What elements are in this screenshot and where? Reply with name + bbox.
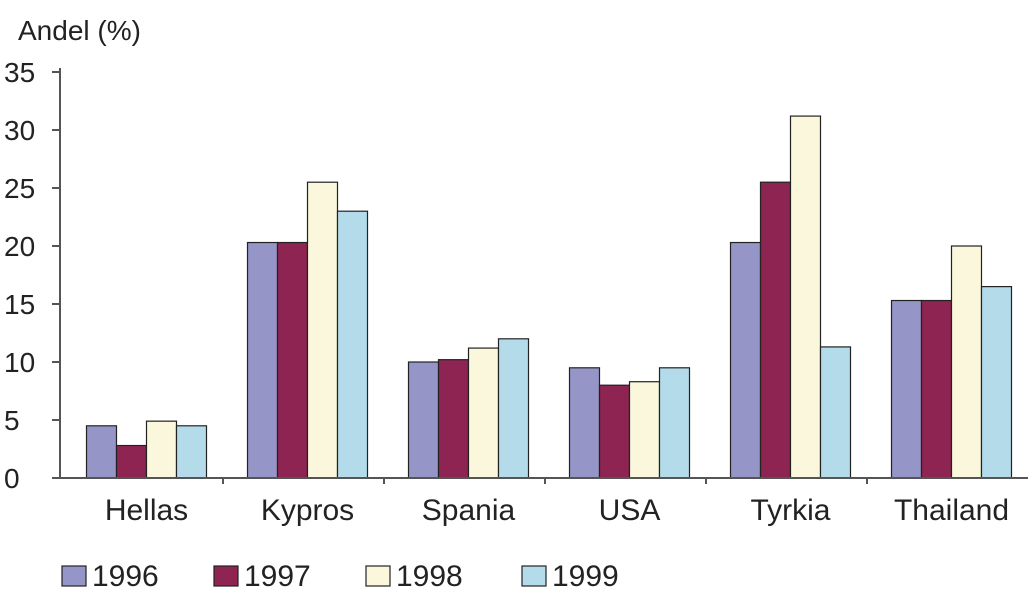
legend-label: 1996 xyxy=(92,560,159,589)
y-tick-label: 20 xyxy=(4,231,35,262)
bar-1996-usa xyxy=(568,367,601,479)
legend-label: 1999 xyxy=(552,560,619,589)
bar-1998-tyrkia xyxy=(789,115,822,479)
legend-item-1996: 1996 xyxy=(61,560,159,589)
legend-label: 1998 xyxy=(396,560,463,589)
y-tick-label: 25 xyxy=(4,173,35,204)
y-tick-label: 30 xyxy=(4,115,35,146)
bar-1996-kypros xyxy=(246,241,279,479)
bar-1996-spania xyxy=(407,361,440,479)
bar-1998-usa xyxy=(628,381,661,479)
y-axis-ticks: 0 5 10 15 20 25 30 35 xyxy=(4,57,60,494)
bar-1998-kypros xyxy=(306,181,339,479)
bar-1999-kypros xyxy=(336,210,369,479)
category-label: Tyrkia xyxy=(750,494,830,527)
y-tick-label: 10 xyxy=(4,347,35,378)
legend-item-1997: 1997 xyxy=(213,560,311,589)
legend-item-1998: 1998 xyxy=(365,560,463,589)
legend-swatch xyxy=(365,565,391,587)
legend: 1996 1997 1998 1999 xyxy=(61,560,619,589)
category-label: Kypros xyxy=(261,494,354,527)
legend-label: 1997 xyxy=(244,560,311,589)
category-label: Thailand xyxy=(894,494,1009,527)
category-label: Hellas xyxy=(105,494,188,527)
bar-1999-usa xyxy=(658,367,691,479)
bar-1998-thailand xyxy=(950,245,983,479)
bar-1997-thailand xyxy=(920,299,953,479)
bar-1998-spania xyxy=(467,347,500,479)
bar-1999-hellas xyxy=(175,425,208,479)
legend-swatch xyxy=(61,565,87,587)
bar-1999-thailand xyxy=(980,286,1013,479)
bar-1999-tyrkia xyxy=(819,346,852,479)
bar-1997-hellas xyxy=(115,444,148,479)
bar-1997-spania xyxy=(437,359,470,479)
y-tick-label: 35 xyxy=(4,57,35,88)
legend-swatch xyxy=(521,565,547,587)
bar-1998-hellas xyxy=(145,420,178,479)
axes xyxy=(59,68,1028,484)
legend-item-1999: 1999 xyxy=(521,560,619,589)
y-tick-label: 15 xyxy=(4,289,35,320)
legend-swatch xyxy=(213,565,239,587)
y-tick-label: 5 xyxy=(4,405,20,436)
bar-1997-kypros xyxy=(276,241,309,479)
category-label: USA xyxy=(599,494,661,527)
y-axis-label: Andel (%) xyxy=(18,15,141,46)
bar-1996-thailand xyxy=(890,299,923,479)
category-label: Spania xyxy=(422,494,516,527)
bar-1997-usa xyxy=(598,384,631,479)
bar-1996-tyrkia xyxy=(729,241,762,479)
category-labels: Hellas Kypros Spania USA Tyrkia Thailand xyxy=(105,494,1009,527)
bar-1997-tyrkia xyxy=(759,181,792,479)
bar-1996-hellas xyxy=(85,425,118,479)
bar-1999-spania xyxy=(497,338,530,479)
y-tick-label: 0 xyxy=(4,463,20,494)
bars xyxy=(85,115,1013,479)
